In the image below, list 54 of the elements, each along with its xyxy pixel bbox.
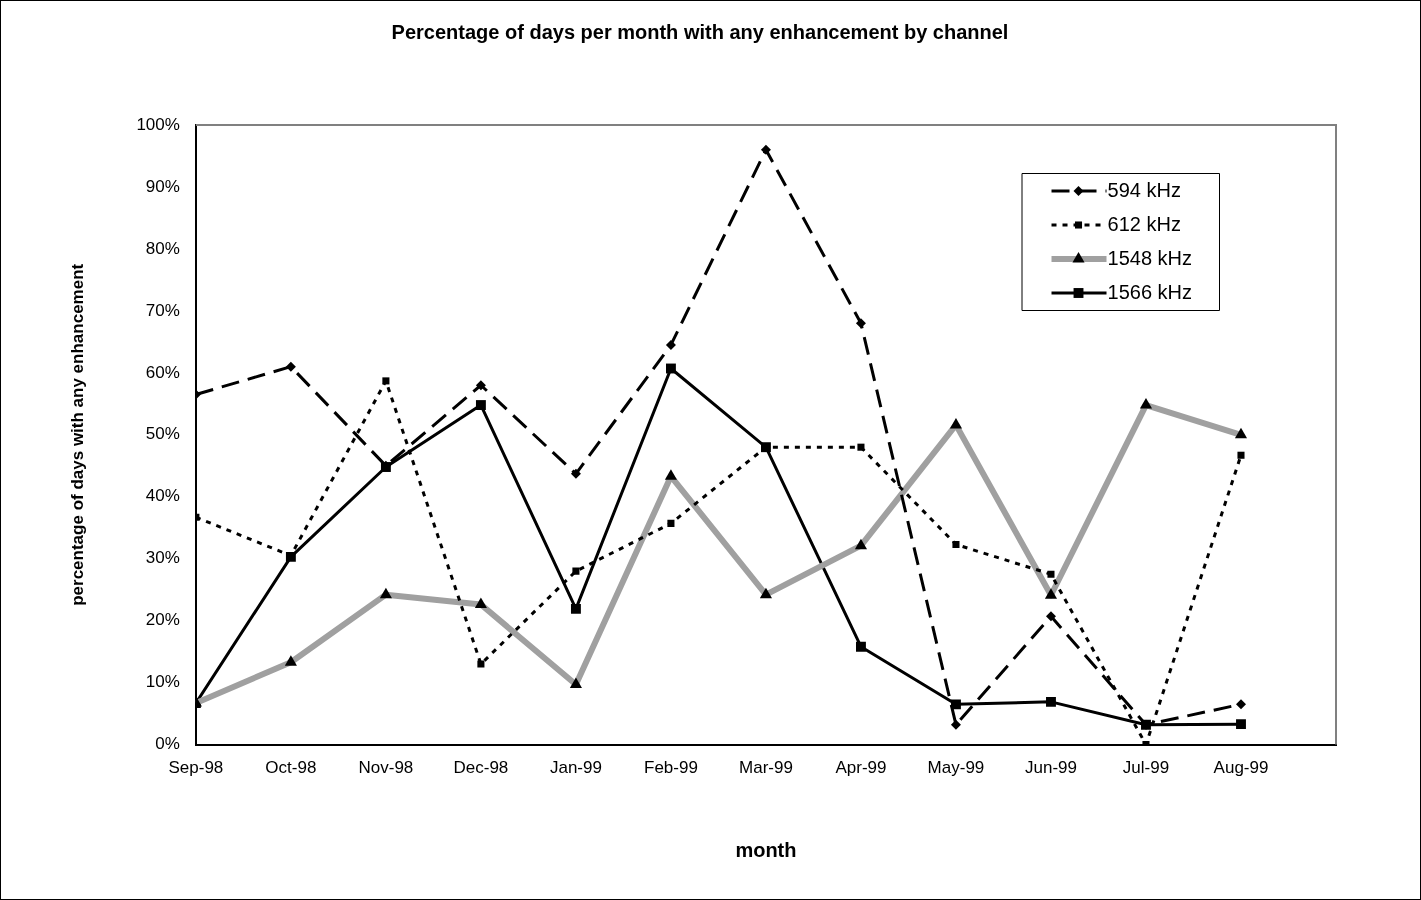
- x-tick-label: Aug-99: [1213, 758, 1269, 778]
- point: [475, 380, 486, 391]
- x-tick-label: May-99: [927, 758, 985, 778]
- point: [856, 641, 866, 652]
- point: [950, 719, 961, 730]
- x-tick-label: Feb-99: [643, 758, 698, 778]
- x-tick-label: Nov-98: [358, 758, 414, 778]
- point: [857, 443, 865, 451]
- y-tick-label: 0%: [155, 734, 180, 754]
- y-tick-label: 60%: [145, 362, 180, 382]
- y-tick-label: 100%: [136, 114, 180, 134]
- x-tick-label: Oct-98: [265, 758, 317, 778]
- point: [382, 377, 390, 385]
- x-axis-title: month: [735, 838, 797, 861]
- point: [667, 519, 675, 527]
- point: [1045, 611, 1056, 622]
- x-tick-label: Jul-99: [1122, 758, 1170, 778]
- point: [570, 603, 581, 614]
- y-tick-label: 10%: [145, 672, 180, 692]
- y-tick-label: 70%: [145, 300, 180, 320]
- chart-title: Percentage of days per month with any enhancement by channel: [391, 20, 1009, 43]
- y-tick-label: 90%: [145, 176, 180, 196]
- legend-label: 612 kHz: [1107, 212, 1181, 235]
- x-tick-label: Dec-98: [453, 758, 509, 778]
- legend-label: 1566 kHz: [1107, 280, 1193, 303]
- point: [665, 339, 676, 350]
- y-axis-title: percentage of days with any enhancement: [67, 263, 87, 606]
- legend-label: 1548 kHz: [1107, 246, 1193, 269]
- y-tick-label: 50%: [145, 424, 180, 444]
- point: [760, 144, 771, 155]
- point: [1235, 699, 1246, 710]
- legend-label: 594 kHz: [1107, 178, 1181, 201]
- point: [1236, 719, 1246, 730]
- point: [475, 400, 486, 411]
- point: [1047, 570, 1055, 578]
- y-tick-label: 30%: [145, 548, 180, 568]
- point: [951, 699, 961, 710]
- point: [1237, 451, 1245, 459]
- x-tick-label: Jan-99: [549, 758, 602, 778]
- x-tick-label: Apr-99: [835, 758, 887, 778]
- point: [665, 363, 676, 374]
- y-tick-label: 40%: [145, 486, 180, 506]
- x-tick-label: Sep-98: [168, 758, 224, 778]
- point: [570, 468, 581, 479]
- x-tick-label: Mar-99: [739, 758, 793, 778]
- point: [285, 361, 296, 372]
- point: [477, 660, 485, 668]
- y-tick-label: 20%: [145, 610, 180, 630]
- point: [952, 540, 960, 549]
- y-tick-label: 80%: [145, 238, 180, 258]
- point: [855, 318, 866, 329]
- x-tick-label: Jun-99: [1024, 758, 1077, 778]
- point: [1046, 696, 1056, 707]
- point: [572, 567, 580, 575]
